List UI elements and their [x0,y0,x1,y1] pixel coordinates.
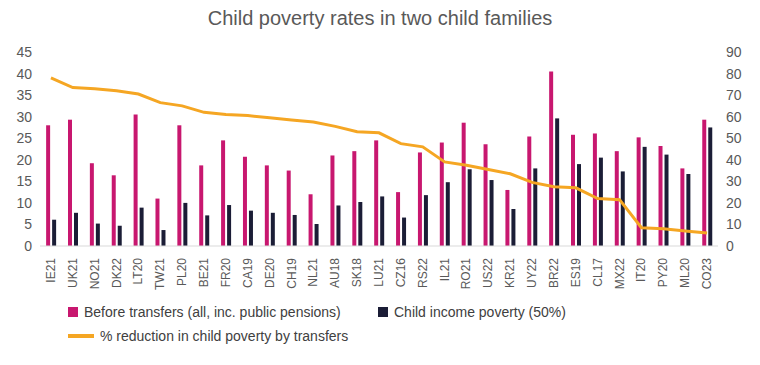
svg-text:30: 30 [16,109,32,125]
svg-text:IE21: IE21 [44,258,58,283]
svg-text:RO21: RO21 [459,258,473,290]
svg-text:10: 10 [16,195,32,211]
svg-text:ES19: ES19 [569,258,583,288]
svg-text:UK21: UK21 [66,258,80,288]
html-text:% reduction in child poverty b: % reduction in child poverty by transfer… [100,328,349,344]
svg-text:AU18: AU18 [328,258,342,288]
svg-text:CA19: CA19 [241,258,255,288]
svg-text:MX22: MX22 [613,258,627,290]
svg-text:30: 30 [726,173,742,189]
svg-text:70: 70 [726,87,742,103]
svg-text:CO23: CO23 [700,258,714,290]
svg-text:40: 40 [726,152,742,168]
svg-text:50: 50 [726,130,742,146]
svg-text:US22: US22 [481,258,495,288]
svg-text:5: 5 [24,216,32,232]
svg-text:0: 0 [24,238,32,254]
svg-text:UY22: UY22 [525,258,539,288]
svg-text:DE20: DE20 [263,258,277,288]
svg-text:25: 25 [16,130,32,146]
svg-text:IL21: IL21 [438,258,452,282]
svg-text:35: 35 [16,87,32,103]
svg-text:RS22: RS22 [416,258,430,288]
svg-text:90: 90 [726,44,742,60]
svg-text:15: 15 [16,173,32,189]
svg-text:LT20: LT20 [131,258,145,285]
svg-text:60: 60 [726,109,742,125]
html-text:Before transfers (all, inc. pu: Before transfers (all, inc. public pensi… [84,304,341,320]
svg-text:10: 10 [726,216,742,232]
svg-text:SK18: SK18 [350,258,364,288]
svg-text:80: 80 [726,66,742,82]
svg-text:FR20: FR20 [219,258,233,288]
svg-text:KR21: KR21 [503,258,517,288]
svg-text:DK22: DK22 [110,258,124,288]
svg-text:BR22: BR22 [547,258,561,288]
svg-text:ML20: ML20 [678,258,692,288]
svg-text:0: 0 [726,238,734,254]
svg-text:NO21: NO21 [88,258,102,290]
svg-text:CZ16: CZ16 [394,258,408,288]
svg-text:20: 20 [16,152,32,168]
svg-text:LU21: LU21 [372,258,386,287]
svg-text:NL21: NL21 [306,258,320,287]
svg-text:PL20: PL20 [175,258,189,286]
svg-text:40: 40 [16,66,32,82]
svg-text:20: 20 [726,195,742,211]
svg-text:45: 45 [16,44,32,60]
html-text:Child income poverty (50%): Child income poverty (50%) [394,304,566,320]
svg-text:IT20: IT20 [634,258,648,282]
svg-text:CH19: CH19 [285,258,299,289]
svg-text:TW21: TW21 [153,258,167,290]
svg-text:PY20: PY20 [656,258,670,288]
html-text:Child poverty rates in two chi: Child poverty rates in two child familie… [207,7,553,29]
svg-text:BE21: BE21 [197,258,211,288]
svg-text:CL17: CL17 [591,258,605,287]
